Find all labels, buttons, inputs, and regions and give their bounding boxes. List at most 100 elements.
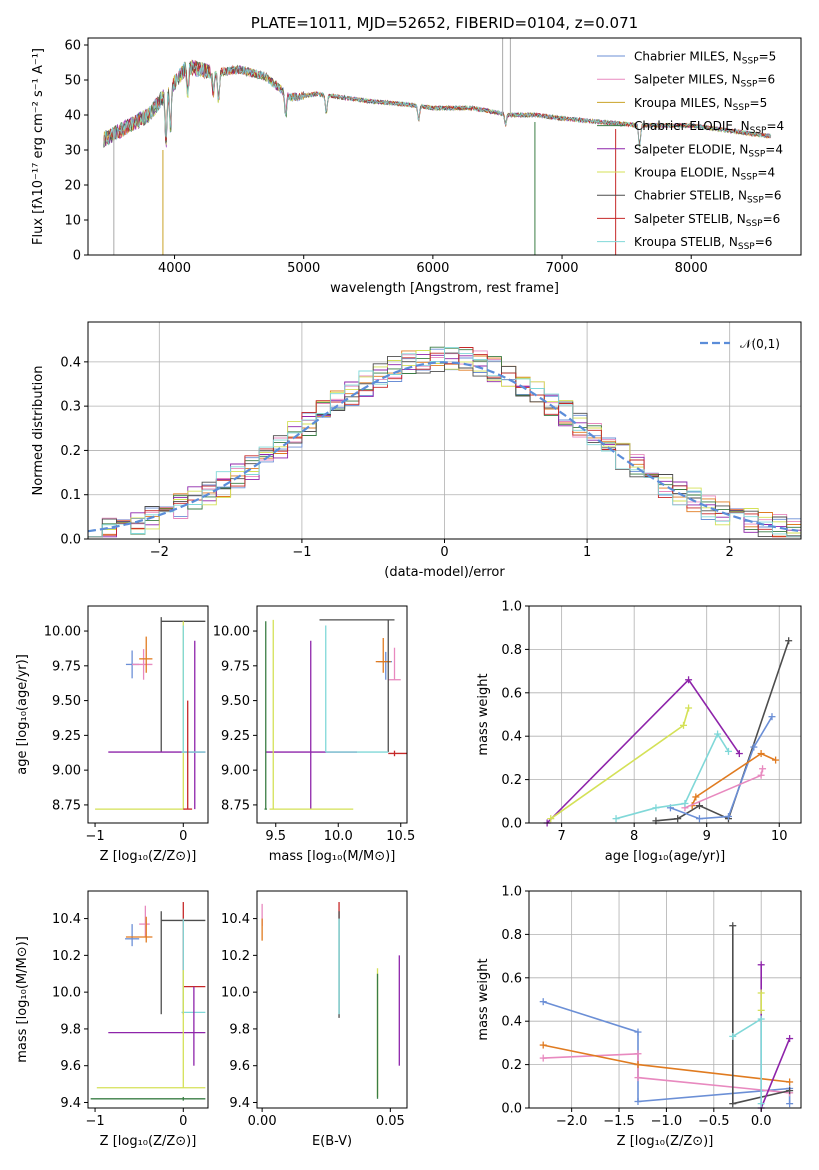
weight-series-3 — [688, 750, 780, 810]
y-tick-label: 0.0 — [501, 1102, 522, 1117]
y-tick-label: 0.2 — [501, 1058, 522, 1073]
legend-name: Chabrier STELIB, N — [634, 189, 747, 203]
x-tick-label: 0.00 — [248, 1114, 277, 1129]
y-axis-label: mass [log₁₀(M/M⊙)] — [15, 936, 30, 1063]
plot-area — [261, 902, 400, 1099]
y-axis-label: Flux [fλ10⁻¹⁷ erg cm⁻² s⁻¹ A⁻¹] — [31, 48, 46, 245]
errorbar-6 — [269, 619, 354, 810]
gaussian-curve — [88, 361, 799, 533]
y-tick-label: 9.6 — [60, 1059, 81, 1074]
axes-frame — [528, 605, 802, 824]
x-tick-label: 10.5 — [386, 829, 415, 844]
x-tick-label: 4000 — [158, 261, 191, 276]
y-tick-label: 10 — [64, 214, 81, 229]
legend-sub: SSP — [746, 219, 763, 229]
plot-area — [88, 346, 801, 538]
plot-area — [539, 922, 794, 1112]
y-tick-label: 10.00 — [213, 625, 250, 640]
panel-spectrum: 4000 5000 6000 7000 8000 0 10 20 30 40 50 60 wavelen… — [31, 14, 802, 296]
x-tick-label: −2 — [150, 545, 169, 560]
y-tick-label: 10.00 — [44, 625, 81, 640]
y-tick-label: 10.4 — [221, 912, 250, 927]
legend-name: Kroupa MILES, N — [634, 96, 733, 110]
legend-sub: SSP — [748, 149, 765, 159]
legend-name: Chabrier ELODIE, N — [634, 119, 750, 133]
weight-series-1 — [652, 637, 793, 825]
weight-series-4 — [729, 922, 794, 1108]
errorbar-8 — [183, 700, 193, 810]
y-tick-label: 0 — [73, 249, 81, 264]
weight-series-3 — [539, 1041, 794, 1086]
legend-entry: Chabrier ELODIE, NSSP=4 — [634, 119, 784, 136]
y-tick-label: 9.00 — [52, 764, 81, 779]
y-tick-label: 10.4 — [52, 912, 81, 927]
errorbar-2 — [139, 905, 150, 937]
y-tick-label: 30 — [64, 144, 81, 159]
y-tick-label: 40 — [64, 109, 81, 124]
legend-entry: Kroupa STELIB, NSSP=6 — [634, 235, 772, 252]
legend-entry: Kroupa MILES, NSSP=5 — [634, 96, 767, 113]
y-tick-label: 0.0 — [60, 533, 81, 548]
errorbar-1 — [378, 651, 392, 680]
weight-series-5 — [543, 676, 743, 827]
legend-name: Salpeter ELODIE, N — [634, 142, 748, 156]
legend-n: =4 — [765, 142, 783, 156]
chart-title: PLATE=1011, MJD=52652, FIBERID=0104, z=0… — [251, 14, 638, 32]
x-tick-label: −2.0 — [556, 1114, 588, 1129]
y-tick-label: 9.4 — [229, 1096, 250, 1111]
y-axis-label: age [log₁₀(age/yr)] — [15, 654, 30, 775]
x-tick-label: −1 — [85, 829, 104, 844]
y-tick-label: 1.0 — [501, 600, 522, 615]
legend-sub: SSP — [738, 242, 755, 252]
x-tick-label: 1 — [583, 545, 591, 560]
errorbar-2 — [388, 647, 401, 681]
x-tick-label: −1.0 — [651, 1114, 683, 1129]
y-tick-label: 0.6 — [501, 686, 522, 701]
legend-name: Salpeter MILES, N — [634, 73, 741, 87]
legend-entry: Salpeter ELODIE, NSSP=4 — [634, 142, 783, 159]
x-axis-label: wavelength [Angstrom, rest frame] — [330, 281, 559, 296]
legend-entry: Kroupa ELODIE, NSSP=4 — [634, 166, 775, 183]
x-axis-label: Z [log₁₀(Z/Z⊙)] — [617, 1134, 714, 1149]
x-tick-label: −1 — [85, 1114, 104, 1129]
axes-frame — [87, 321, 802, 540]
y-tick-label: 0.2 — [60, 444, 81, 459]
y-tick-label: 0.4 — [501, 730, 522, 745]
legend-name: Chabrier MILES, N — [634, 50, 742, 64]
legend-n: =4 — [757, 166, 775, 180]
y-tick-label: 0.6 — [501, 971, 522, 986]
y-tick-label: 9.75 — [52, 659, 81, 674]
plot-area — [543, 637, 793, 827]
y-tick-label: 9.8 — [60, 1022, 81, 1037]
errorbar-9 — [90, 1096, 206, 1101]
errorbar-6 — [95, 621, 186, 810]
x-axis-label: Z [log₁₀(Z/Z⊙)] — [100, 1134, 197, 1149]
y-tick-label: 9.4 — [60, 1096, 81, 1111]
legend-entry: Chabrier MILES, NSSP=5 — [634, 50, 776, 67]
legend-entry: 𝒩(0,1) — [740, 337, 780, 351]
axes-frame — [528, 890, 802, 1109]
y-tick-label: 0.4 — [501, 1015, 522, 1030]
panel-weight-vs-age: 7 8 9 10 0.0 0.2 0.4 0.6 0.8 1.0 age [log₁₀(age/yr… — [476, 600, 802, 864]
panel-mass-vs-Z: −1 0 9.4 9.6 9.8 10.0 10.2 10.4 Z [log₁₀(Z/Z⊙)] m… — [15, 890, 209, 1149]
x-tick-label: −0.5 — [698, 1114, 730, 1129]
legend-name: Kroupa ELODIE, N — [634, 166, 741, 180]
series-line — [550, 707, 690, 820]
y-tick-label: 1.0 — [501, 885, 522, 900]
x-axis-label: E(B-V) — [312, 1134, 352, 1149]
y-tick-label: 10.2 — [52, 949, 81, 964]
x-tick-label: 0 — [179, 829, 187, 844]
y-tick-label: 0.3 — [60, 400, 81, 415]
legend-entry: Salpeter STELIB, NSSP=6 — [634, 212, 780, 229]
panel-weight-vs-Z: −2.0 −1.5 −1.0 −0.5 0.0 0.0 0.2 0.4 0.6 0.8 1.0 Z [… — [476, 885, 802, 1149]
y-tick-label: 10.0 — [221, 986, 250, 1001]
x-tick-label: 0 — [179, 1114, 187, 1129]
legend-n: =4 — [766, 119, 784, 133]
series-line — [684, 768, 764, 809]
errorbar-5 — [108, 640, 206, 810]
x-tick-label: 9 — [703, 829, 711, 844]
series-line — [760, 964, 791, 1109]
y-tick-label: 9.50 — [221, 694, 250, 709]
legend-sub: SSP — [750, 126, 767, 136]
y-tick-label: 60 — [64, 39, 81, 54]
